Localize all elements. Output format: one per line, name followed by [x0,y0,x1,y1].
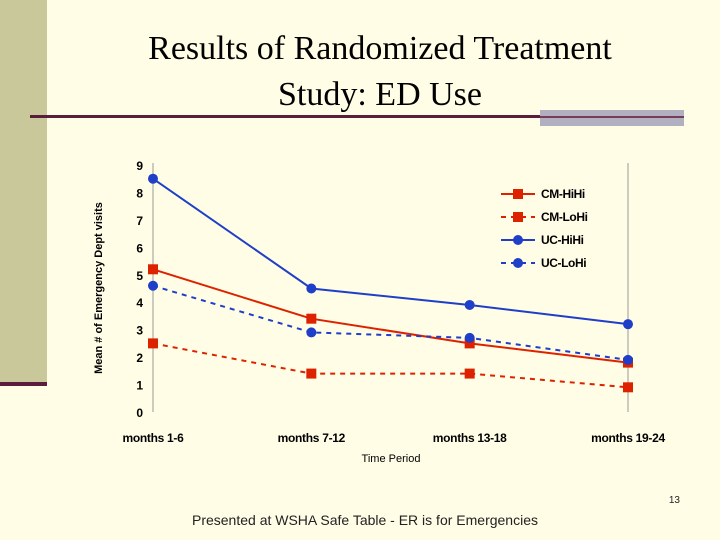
page-number: 13 [668,495,680,506]
data-point-CM-LoHi [148,338,158,349]
series-line-CM-HiHi [152,268,629,364]
data-point-UC-HiHi [513,235,523,245]
x-tick-label: months 7-12 [278,431,346,445]
x-tick-label: months 13-18 [433,431,507,445]
data-point-CM-HiHi [306,313,317,324]
y-axis-title: Mean # of Emergency Dept visits [93,202,105,374]
x-tick-label: months 19-24 [591,431,665,445]
data-point-CM-HiHi [513,189,523,199]
series-line-CM-LoHi [152,342,629,389]
series-line-UC-LoHi [152,284,629,361]
legend-label: UC-LoHi [541,256,586,270]
series-line-UC-HiHi [152,177,629,326]
line-chart: 0 1 2 3 4 5 6 7 8 9 months 1-6 months 7-12 months 13… [93,159,666,465]
y-tick-label: 0 [136,406,143,420]
slide-title: Results of Randomized Treatment Study: E… [60,26,700,118]
title-line-1: Results of Randomized Treatment [148,30,612,67]
y-tick-label: 2 [136,351,143,365]
y-tick-label: 6 [136,241,143,255]
y-tick-label: 9 [136,159,143,173]
legend-label: UC-HiHi [541,233,584,247]
y-tick-label: 5 [136,269,143,283]
data-point-CM-HiHi [148,264,158,275]
data-point-UC-LoHi [306,327,317,338]
legend-label: CM-LoHi [541,210,588,224]
data-point-UC-HiHi [464,299,475,310]
data-point-CM-LoHi [623,382,633,393]
y-tick-label: 8 [136,186,143,200]
title-line-2: Study: ED Use [278,76,482,113]
data-point-UC-HiHi [306,283,317,294]
y-tick-label: 4 [136,296,143,310]
x-axis-title: Time Period [362,453,421,465]
y-tick-label: 7 [136,214,143,228]
slide-footer: Presented at WSHA Safe Table - ER is for… [191,512,538,528]
data-point-CM-LoHi [464,368,475,379]
legend-label: CM-HiHi [541,187,585,201]
data-point-CM-HiHi [464,338,475,349]
data-point-UC-LoHi [464,332,475,343]
y-tick-label: 3 [136,324,143,338]
data-point-CM-LoHi [306,368,317,379]
data-point-UC-HiHi [623,319,633,330]
data-point-UC-HiHi [148,173,158,184]
title-underline [30,115,540,118]
data-point-UC-LoHi [513,258,523,268]
title-rule-box [540,110,684,126]
left-accent-bar [0,0,47,382]
data-point-CM-LoHi [513,212,523,222]
x-tick-label: months 1-6 [122,431,184,445]
data-point-UC-LoHi [623,354,633,365]
left-accent-edge [0,382,47,386]
data-point-UC-LoHi [148,280,158,291]
y-tick-label: 1 [136,379,143,393]
title-rule-box-line [540,116,684,118]
